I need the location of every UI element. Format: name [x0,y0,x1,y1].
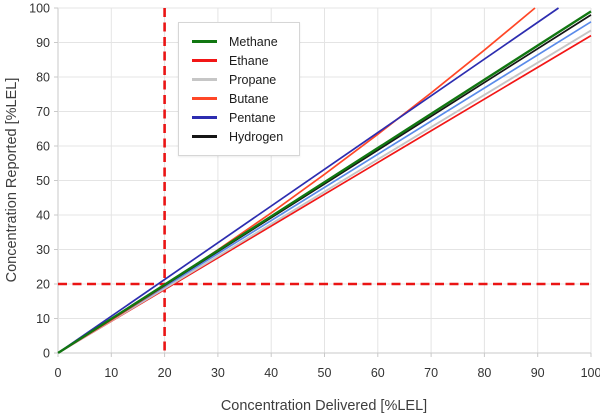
y-tick-label: 100 [29,2,50,16]
legend-label: Butane [229,91,269,106]
series-line-pentane [57,7,559,354]
x-tick-label: 30 [211,366,225,380]
legend-item: Ethane [192,51,283,70]
reference-lines-layer [58,8,591,353]
x-tick-label: 20 [158,366,172,380]
series-line-propane [57,29,592,354]
series-layer [57,7,592,355]
legend-swatch [192,78,217,81]
y-axis-title: Concentration Reported [%LEL] [4,78,20,283]
x-tick-label: 100 [581,366,600,380]
legend-item: Butane [192,89,283,108]
x-tick-label: 50 [318,366,332,380]
y-tick-label: 10 [36,312,50,326]
legend-swatch [192,135,217,138]
y-tick-label: 30 [36,243,50,257]
legend-label: Methane [229,34,278,49]
legend-label: Propane [229,72,277,87]
legend: Methane Ethane Propane Butane Pentane Hydroge… [178,22,301,156]
x-axis-title: Concentration Delivered [%LEL] [221,398,427,414]
legend-item: Pentane [192,108,283,127]
x-tick-label: 90 [531,366,545,380]
y-tick-label: 80 [36,71,50,85]
y-tick-label: 60 [36,140,50,154]
y-tick-label: 70 [36,105,50,119]
legend-swatch [192,116,217,119]
legend-label: Hydrogen [229,129,284,144]
y-tick-label: 0 [43,347,50,361]
legend-item: Methane [192,32,283,51]
legend-label: Ethane [229,53,269,68]
series-line-methane [57,10,592,355]
y-tick-label: 20 [36,278,50,292]
y-tick-label: 50 [36,174,50,188]
y-tick-label: 90 [36,36,50,50]
legend-label: Pentane [229,110,276,125]
legend-item: Propane [192,70,283,89]
legend-item: Hydrogen [192,127,283,146]
x-tick-label: 0 [55,366,62,380]
y-tick-label: 40 [36,209,50,223]
legend-swatch [192,59,217,62]
x-tick-label: 60 [371,366,385,380]
x-tick-label: 10 [104,366,118,380]
x-tick-label: 40 [264,366,278,380]
legend-swatch [192,97,217,100]
tick-layer: 0 10 20 30 40 50 60 70 80 90 100 0 10 20 30 40 50 60 70 80 9… [29,2,600,381]
x-tick-label: 80 [477,366,491,380]
legend-swatch [192,40,217,43]
x-tick-label: 70 [424,366,438,380]
